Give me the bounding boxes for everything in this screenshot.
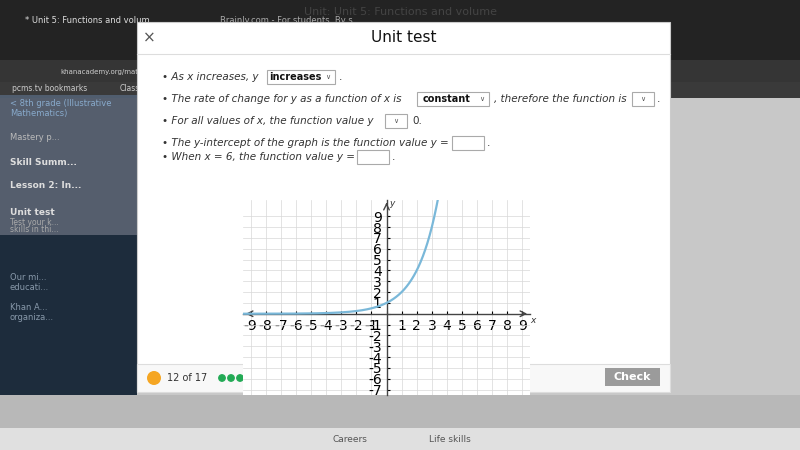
Bar: [137, 98, 800, 395]
Circle shape: [363, 375, 370, 381]
Text: x: x: [530, 316, 536, 325]
Text: • The rate of change for y as a function of x is: • The rate of change for y as a function…: [162, 94, 402, 104]
Bar: [357, 150, 389, 164]
Text: khanacademy.org/math/8th-grade-illustrative-math/unit-5-functions-and-volume/tes: khanacademy.org/math/8th-grade-illustrat…: [60, 69, 527, 75]
Circle shape: [318, 375, 324, 381]
Circle shape: [300, 375, 306, 381]
Text: • When x = 6, the function value y =: • When x = 6, the function value y =: [162, 152, 355, 162]
Bar: [0, 95, 137, 395]
Bar: [0, 395, 800, 450]
Text: 0.: 0.: [412, 116, 422, 126]
Circle shape: [264, 375, 270, 381]
Circle shape: [345, 375, 351, 381]
Text: , therefore the function is: , therefore the function is: [494, 94, 626, 104]
Text: Mastery p...: Mastery p...: [10, 133, 60, 142]
Text: Test your k...: Test your k...: [10, 218, 58, 227]
Circle shape: [327, 375, 333, 381]
Circle shape: [237, 375, 243, 381]
Circle shape: [282, 375, 288, 381]
Circle shape: [219, 375, 226, 381]
Bar: [385, 114, 407, 128]
Text: Unit test: Unit test: [10, 208, 54, 217]
Text: Life skills: Life skills: [429, 435, 471, 444]
Text: 12 of 17: 12 of 17: [167, 373, 207, 383]
Circle shape: [246, 375, 252, 381]
Text: constant: constant: [423, 94, 471, 104]
Circle shape: [354, 375, 360, 381]
Text: Lesson 2: In...: Lesson 2: In...: [10, 181, 82, 190]
Text: y: y: [389, 199, 394, 208]
Text: Mathematics): Mathematics): [10, 109, 67, 118]
Bar: [0, 0, 800, 60]
Bar: [632, 92, 654, 106]
Text: • The y-intercept of the graph is the function value y =: • The y-intercept of the graph is the fu…: [162, 138, 449, 148]
Text: Brainly.com - For students. By s...: Brainly.com - For students. By s...: [220, 16, 361, 25]
Text: ×: ×: [142, 31, 155, 45]
Bar: [267, 70, 335, 84]
Text: organiza...: organiza...: [10, 313, 54, 322]
Text: Our mi...: Our mi...: [10, 273, 46, 282]
Text: skills in thi...: skills in thi...: [10, 225, 58, 234]
Bar: [0, 82, 800, 98]
Text: You know that lock...: You know that lock...: [175, 84, 254, 93]
Text: • For all values of x, the function value y: • For all values of x, the function valu…: [162, 116, 374, 126]
Circle shape: [336, 375, 342, 381]
Text: ∨: ∨: [641, 96, 646, 102]
Text: Check: Check: [614, 372, 651, 382]
Text: ∨: ∨: [479, 96, 485, 102]
Text: educati...: educati...: [10, 283, 50, 292]
Text: ∨: ∨: [326, 74, 330, 80]
Text: • As x increases, y: • As x increases, y: [162, 72, 258, 82]
Circle shape: [254, 375, 261, 381]
Text: Careers: Careers: [333, 435, 367, 444]
Text: Khan A...: Khan A...: [10, 303, 47, 312]
Bar: [0, 235, 137, 395]
Bar: [0, 60, 800, 82]
Text: * Unit 5: Functions and volum...: * Unit 5: Functions and volum...: [25, 16, 158, 25]
Bar: [605, 368, 660, 386]
Text: .: .: [487, 138, 490, 148]
Text: < 8th grade (Illustrative: < 8th grade (Illustrative: [10, 99, 111, 108]
Circle shape: [228, 375, 234, 381]
Bar: [417, 92, 489, 106]
Text: .: .: [339, 72, 342, 82]
Text: .: .: [392, 152, 395, 162]
Text: Unit: Unit 5: Functions and volume: Unit: Unit 5: Functions and volume: [303, 7, 497, 17]
Bar: [0, 215, 137, 395]
Circle shape: [309, 375, 315, 381]
Circle shape: [147, 371, 161, 385]
Text: ∨: ∨: [394, 118, 398, 124]
Circle shape: [291, 375, 298, 381]
Bar: [137, 364, 670, 392]
Circle shape: [273, 375, 279, 381]
Text: pcms.tv bookmarks: pcms.tv bookmarks: [12, 84, 87, 93]
Text: Skill Summ...: Skill Summ...: [10, 158, 77, 167]
Bar: [0, 428, 800, 450]
Bar: [137, 22, 670, 392]
Bar: [0, 98, 137, 235]
Bar: [452, 136, 484, 150]
Text: Classes: Classes: [120, 84, 149, 93]
Text: .: .: [657, 94, 660, 104]
Text: Unit test: Unit test: [370, 31, 436, 45]
Text: increases: increases: [269, 72, 321, 82]
